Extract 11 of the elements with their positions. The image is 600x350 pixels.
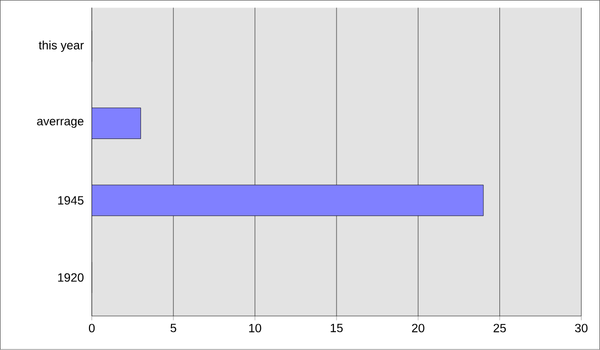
y-tick-label: averrage xyxy=(37,118,84,128)
x-tick-label: 0 xyxy=(88,324,95,332)
y-tick-label: 1945 xyxy=(58,196,84,205)
x-tick-label: 5 xyxy=(170,324,176,332)
y-tick-label: 1920 xyxy=(58,273,84,282)
x-tick-label: 15 xyxy=(330,324,343,332)
y-tick-label: this year xyxy=(38,40,84,52)
x-tick-label: 25 xyxy=(494,324,506,332)
x-tick-label: 30 xyxy=(575,324,588,332)
x-tick-label: 20 xyxy=(412,324,424,332)
x-tick-label: 10 xyxy=(249,324,262,332)
